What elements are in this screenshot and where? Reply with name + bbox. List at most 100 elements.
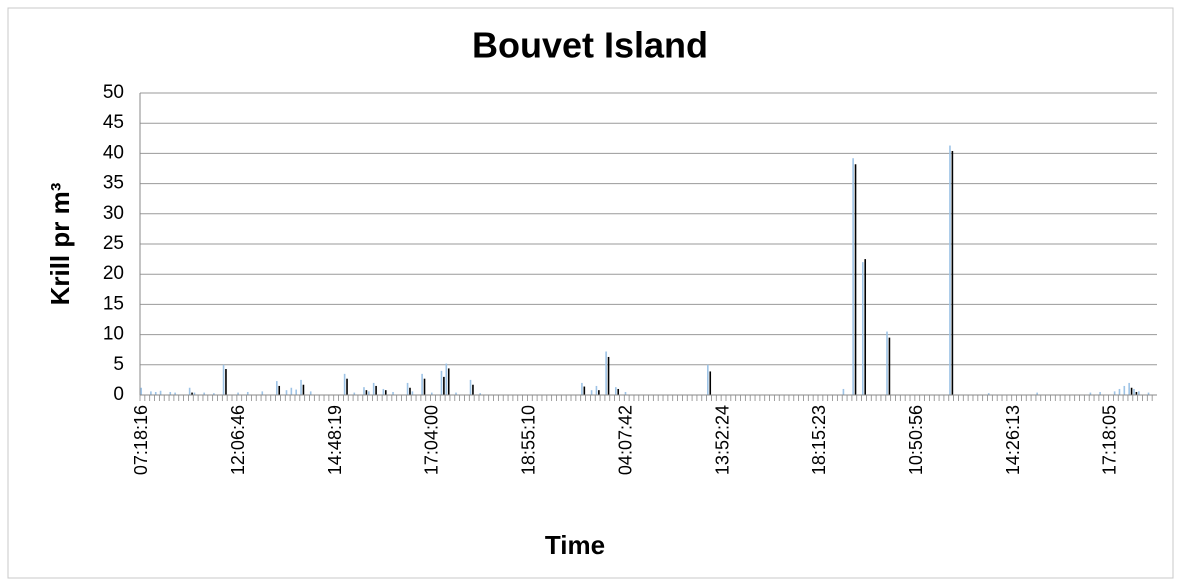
bar [709,371,712,395]
x-tick-label: 13:52:24 [712,405,732,475]
x-axis-title: Time [545,530,605,560]
bar [203,392,205,395]
bar [1147,392,1150,395]
bar [290,387,293,395]
bar [886,331,888,395]
y-tick-label: 50 [103,82,124,103]
bar [261,391,264,395]
bar [617,388,620,395]
bar [445,363,448,395]
bar [375,385,377,395]
bar [951,150,954,395]
x-tick-label: 18:55:10 [519,405,539,475]
chart-frame [7,7,1174,579]
bar [392,391,394,395]
bar [615,387,617,395]
x-tick-label: 17:04:00 [422,405,442,475]
bar [246,391,249,395]
bar [469,379,472,395]
bar [888,337,891,395]
bar [1099,391,1101,395]
bar [309,391,312,395]
bar [581,382,583,395]
y-tick-label: 25 [103,233,124,254]
bar [140,387,143,395]
bar [707,364,709,395]
bar [1089,392,1092,395]
bar [353,392,356,395]
bar [411,391,414,395]
y-tick-label: 40 [103,142,124,163]
bar [590,390,593,395]
x-tick-label: 07:18:16 [131,405,151,475]
y-tick-label: 10 [103,324,124,345]
bar [300,379,302,395]
bar [406,382,409,395]
bar [624,391,627,395]
bar [191,392,193,395]
bar [583,386,586,395]
bar [343,373,346,395]
bar [479,393,482,395]
bar [368,391,370,395]
bar [472,384,474,395]
x-tick-label: 04:07:42 [615,405,635,475]
bar [363,387,365,395]
bar [949,145,951,395]
bar [213,393,215,395]
chart-title: Bouvet Island [472,25,708,66]
bar [1133,388,1135,395]
bar [1138,391,1140,395]
x-tick-label: 17:18:05 [1100,405,1120,475]
bar [276,381,278,395]
y-tick-label: 0 [113,384,124,405]
bar [372,382,375,395]
bar [159,390,162,395]
bar [193,392,196,395]
x-tick-label: 12:06:46 [228,405,248,475]
y-tick-label: 30 [103,203,124,224]
bar [222,364,225,395]
bar [598,390,600,395]
bar [455,392,457,395]
bar [1135,391,1138,395]
bar [423,378,426,395]
y-axis-title: Krill pr m³ [45,182,75,305]
bar [154,391,157,395]
bar [295,389,297,395]
bar [421,373,423,395]
bar [174,392,176,395]
bar [430,392,433,395]
bar [225,369,227,395]
bar [188,387,191,395]
bar [1123,385,1126,395]
bar [237,392,239,395]
bar [852,158,854,395]
bar [1036,392,1038,395]
bar [1118,388,1121,395]
bar [854,164,857,395]
bar [150,391,152,395]
y-tick-label: 5 [113,354,124,375]
bar [382,388,385,395]
bar [987,393,990,395]
x-tick-label: 10:50:56 [906,405,926,475]
y-tick-label: 45 [103,112,124,133]
bar [384,390,387,395]
bar [365,390,368,395]
bar [447,368,450,395]
bar [607,356,610,395]
y-tick-label: 20 [103,263,124,284]
bar [605,351,607,395]
bar [595,385,598,395]
bar [842,388,845,395]
bar [440,370,443,395]
bar [169,391,172,395]
bar [278,385,281,395]
bar [285,390,288,395]
bar [1130,387,1133,395]
x-tick-label: 14:48:19 [325,405,345,475]
bar [346,378,348,395]
x-tick-label: 18:15:23 [809,405,829,475]
y-tick-label: 15 [103,293,124,314]
